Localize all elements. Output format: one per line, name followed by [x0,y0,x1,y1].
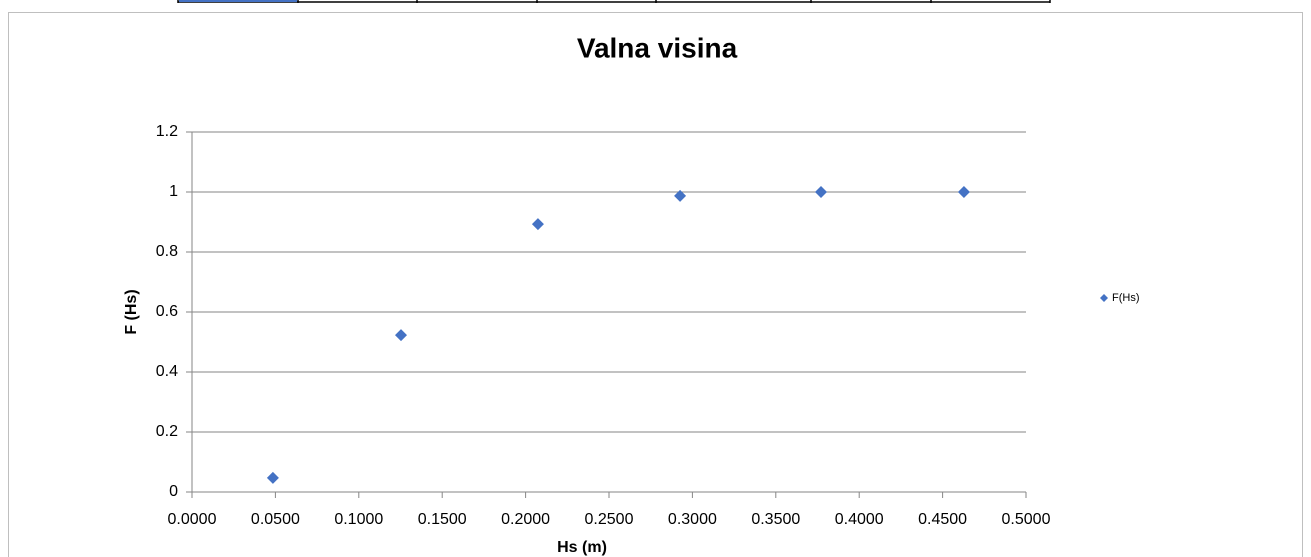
y-tick-label: 1 [169,183,178,200]
y-tick-label: 0.8 [156,243,178,260]
selected-cell [179,0,297,2]
y-tick-label: 0 [169,483,178,500]
x-tick-label: 0.2500 [585,511,634,528]
x-tick-label: 0.4500 [918,511,967,528]
y-axis-title: F (Hs) [123,289,140,334]
x-tick-label: 0.0500 [251,511,300,528]
x-tick-label: 0.2000 [501,511,550,528]
chart-frame [8,12,1303,557]
y-tick-label: 0.2 [156,423,178,440]
x-tick-label: 0.1500 [418,511,467,528]
x-tick-label: 0.1000 [334,511,383,528]
marker [531,218,544,231]
y-tick-label: 0.4 [156,363,178,380]
x-tick-label: 0.5000 [1002,511,1051,528]
marker [674,189,687,202]
y-tick-label: 1.2 [156,123,178,140]
marker [395,329,408,342]
chart-title: Valna visina [577,32,738,63]
table-fragment [177,0,1051,3]
x-tick-label: 0.0000 [168,511,217,528]
legend-marker [1100,294,1108,302]
marker [266,471,279,484]
x-tick-label: 0.4000 [835,511,884,528]
x-tick-label: 0.3500 [751,511,800,528]
y-tick-label: 0.6 [156,303,178,320]
legend-label: F(Hs) [1112,292,1140,304]
marker [815,186,828,198]
x-axis-title: Hs (m) [557,539,607,556]
marker [957,186,970,198]
x-tick-label: 0.3000 [668,511,717,528]
